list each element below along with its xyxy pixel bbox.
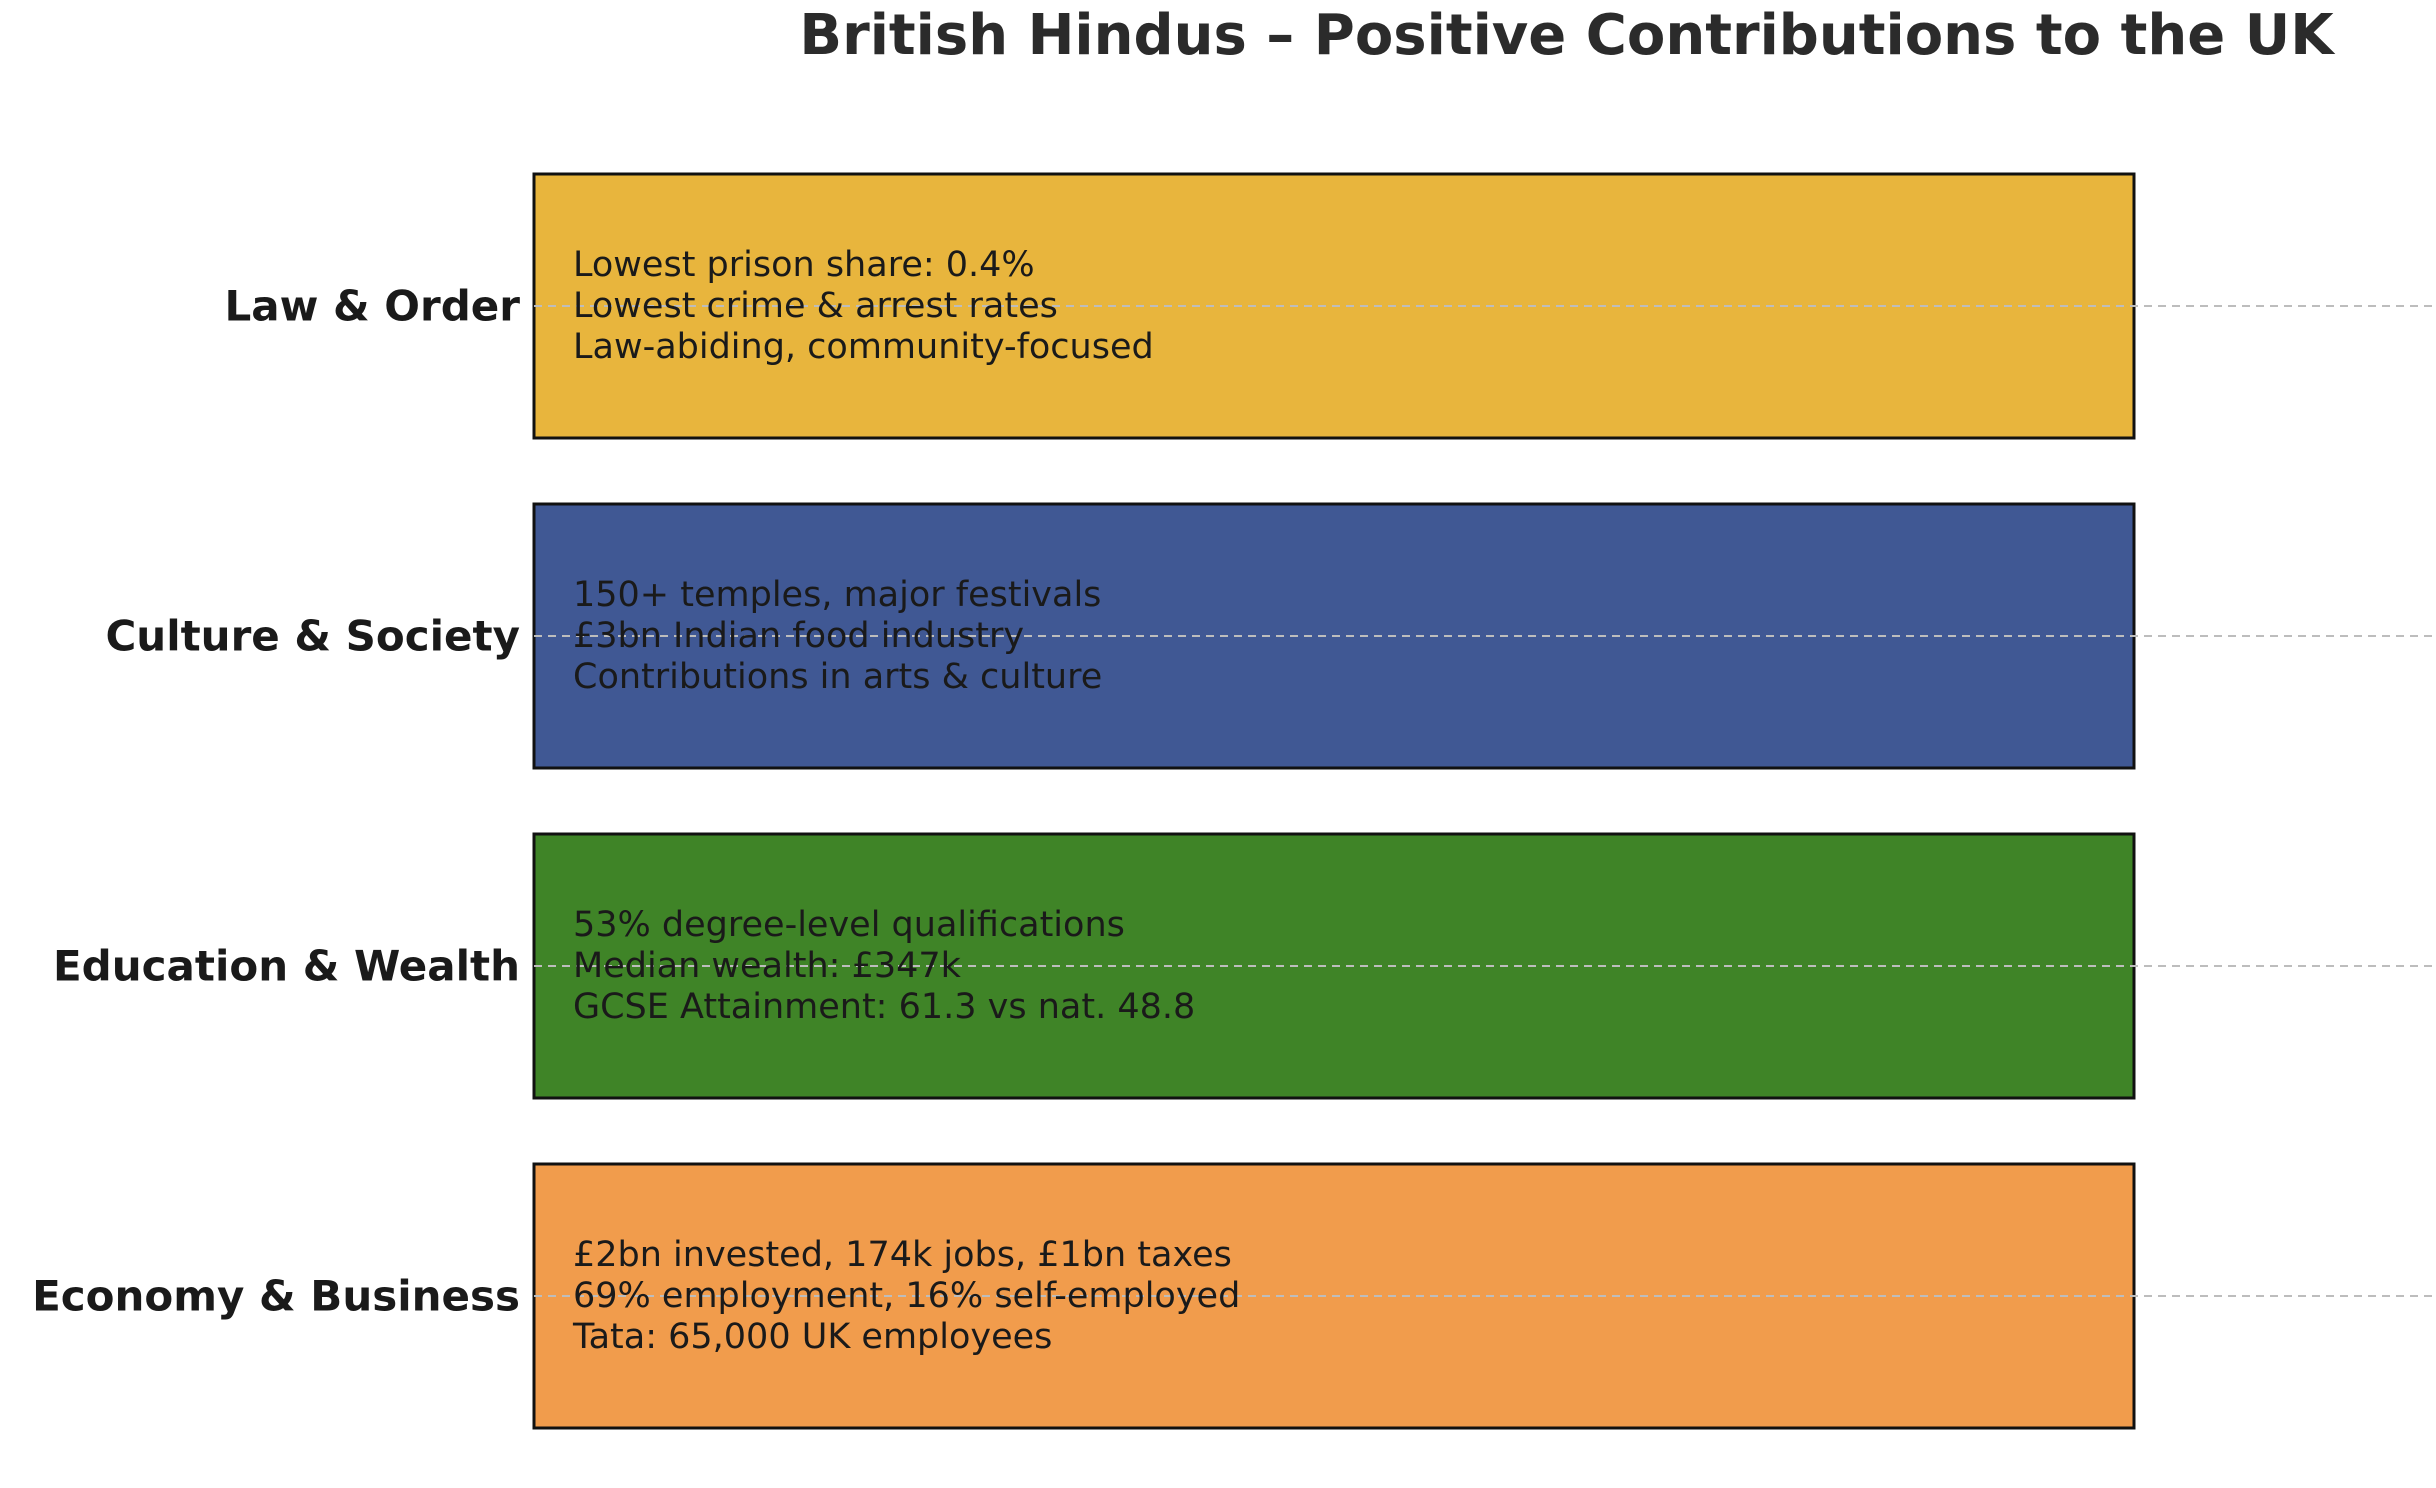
box-text-law-and-order-3: Law-abiding, community-focused <box>573 327 1154 367</box>
box-text-education-and-wealth-1: 53% degree-level qualifications <box>573 905 1125 945</box>
category-label-culture-and-society: Culture & Society <box>105 612 520 661</box>
box-text-culture-and-society-2: £3bn Indian food industry <box>573 616 1024 656</box>
box-text-culture-and-society-1: 150+ temples, major festivals <box>573 575 1101 615</box>
box-text-culture-and-society-3: Contributions in arts & culture <box>573 657 1102 697</box>
box-text-education-and-wealth-2: Median wealth: £347k <box>573 946 962 986</box>
text-layer: Law & Order Lowest prison share: 0.4%Lowe… <box>32 245 1240 1357</box>
box-text-law-and-order-2: Lowest crime & arrest rates <box>573 286 1058 326</box>
box-text-economy-and-business-2: 69% employment, 16% self-employed <box>573 1276 1240 1316</box>
box-text-economy-and-business-1: £2bn invested, 174k jobs, £1bn taxes <box>573 1235 1232 1275</box>
box-text-law-and-order-1: Lowest prison share: 0.4% <box>573 245 1035 285</box>
box-text-economy-and-business-3: Tata: 65,000 UK employees <box>572 1317 1052 1357</box>
box-text-education-and-wealth-3: GCSE Attainment: 61.3 vs nat. 48.8 <box>573 987 1195 1027</box>
category-label-economy-and-business: Economy & Business <box>32 1272 520 1321</box>
category-label-education-and-wealth: Education & Wealth <box>53 942 520 991</box>
chart-title: British Hindus – Positive Contributions … <box>799 3 2334 68</box>
category-label-law-and-order: Law & Order <box>225 282 521 331</box>
grid-layer <box>534 305 2436 1297</box>
